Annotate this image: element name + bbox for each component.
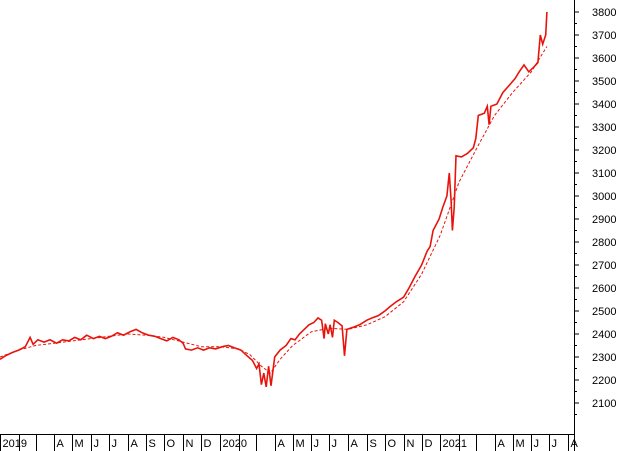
y-tick-label: 2700 [592,260,616,272]
y-tick-label: 3100 [592,168,616,180]
x-tick-label: J [552,438,558,450]
x-tick-label: 2019 [3,438,27,450]
y-tick-label: 3200 [592,145,616,157]
x-tick-label: A [57,438,65,450]
y-tick-label: 2500 [592,306,616,318]
x-tick-label: N [186,438,194,450]
x-tick-label: A [278,438,286,450]
y-tick-label: 2900 [592,214,616,226]
plot-area [0,11,548,388]
x-tick-label: 2020 [223,438,247,450]
x-tick-label: J [332,438,338,450]
x-tick-label: 2021 [443,438,467,450]
x-tick-label: J [314,438,320,450]
x-tick-label: A [498,438,506,450]
y-tick-label: 2100 [592,398,616,410]
x-tick-label: J [112,438,118,450]
x-tick-label: M [296,438,305,450]
y-tick-label: 3300 [592,122,616,134]
y-tick-label: 2300 [592,352,616,364]
y-tick-label: 3500 [592,76,616,88]
y-tick-label: 2600 [592,283,616,295]
y-tick-label: 2200 [592,375,616,387]
x-tick-label: A [571,438,579,450]
x-tick-label: N [407,438,415,450]
y-tick-label: 3800 [592,7,616,19]
y-tick-label: 3700 [592,30,616,42]
x-tick-label: M [75,438,84,450]
x-tick-label: D [425,438,433,450]
x-tick-label: D [204,438,212,450]
x-tick-label: J [94,438,100,450]
x-tick-label: A [131,438,139,450]
y-tick-label: 2400 [592,329,616,341]
y-tick-label: 3600 [592,53,616,65]
x-tick-label: M [516,438,525,450]
index-price-line [0,11,548,388]
y-tick-label: 3000 [592,191,616,203]
x-tick-label: S [149,438,156,450]
moving-average-line [0,46,548,374]
x-tick-label: J [534,438,540,450]
x-tick-label: O [388,438,397,450]
y-tick-label: 2800 [592,237,616,249]
x-tick-label: S [370,438,377,450]
x-tick-label: A [351,438,359,450]
y-tick-label: 3400 [592,99,616,111]
x-tick-label: O [167,438,176,450]
